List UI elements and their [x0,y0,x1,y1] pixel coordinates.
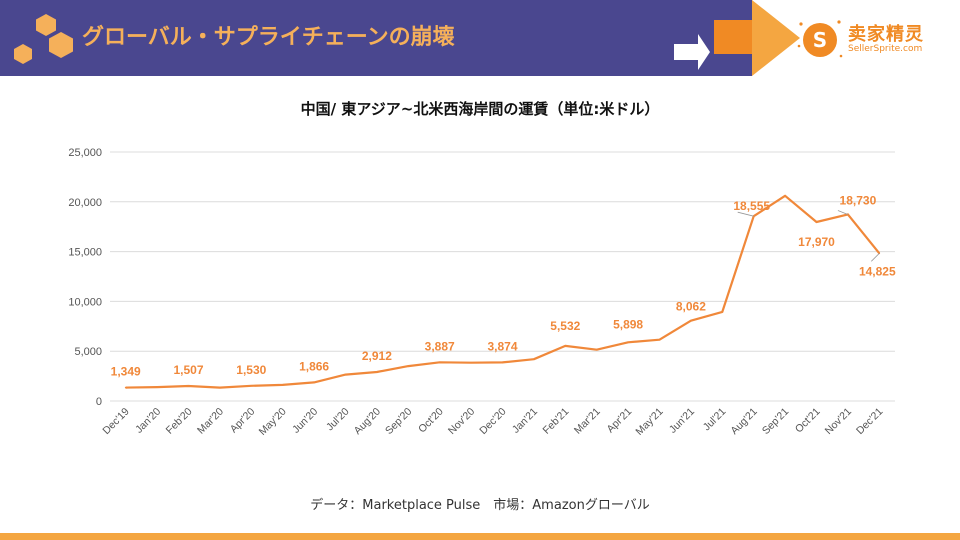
logo-url: SellerSprite.com [848,44,923,54]
data-point [407,365,410,367]
data-point [124,386,127,389]
data-labels: 1,349 1,507 1,530 1,866 2,912 3,887 3,874 5,532… [111,193,896,378]
data-point [690,319,692,322]
data-label: 3,874 [487,339,517,353]
data-point [187,385,190,387]
x-tick-label: Feb'20 [164,406,195,437]
data-point [658,338,661,341]
hexagon-cluster-icon [14,14,73,64]
x-tick-label: Jan'20 [133,406,163,436]
logo-name: 卖家精灵 [848,24,924,45]
x-tick-label: Jun'21 [667,406,697,436]
x-tick-label: Sep'21 [760,406,791,437]
y-tick-label: 5,000 [74,346,102,358]
x-tick-label: Mar'21 [572,406,603,437]
x-tick-label: Jan'21 [510,406,540,436]
source-note: データ：Marketplace Pulse 市場：Amazonグローバル [310,498,650,513]
data-label: 18,555 [733,199,770,213]
leader-line [737,211,754,217]
data-point [344,373,347,376]
data-label: 2,912 [362,349,392,363]
data-label: 3,887 [425,339,455,353]
x-tick-label: Feb'21 [540,406,571,437]
data-point [564,345,567,347]
svg-text:S: S [813,28,827,52]
x-tick-label: Apr'21 [605,406,635,436]
y-tick-labels: 25,000 20,000 15,000 10,000 5,000 0 [68,147,102,408]
sellersprite-logo: S 卖家精灵 SellerSprite.com [796,14,956,66]
x-tick-labels: Dec'19 Jan'20 Feb'20 Mar'20 Apr'20 May'20 Jun'… [100,406,885,438]
x-tick-label: Aug'21 [728,406,759,437]
data-point [470,361,472,364]
data-point [438,361,441,364]
footer-line [0,533,960,540]
x-tick-label: Sep'20 [383,406,414,437]
data-label: 1,530 [236,363,266,377]
data-label: 14,825 [859,264,896,278]
data-label: 1,507 [173,363,203,377]
header-band [0,0,752,76]
data-point [156,386,158,388]
x-tick-label: Apr'20 [228,406,258,436]
x-tick-label: Dec'20 [477,406,508,437]
data-label: 5,898 [613,317,643,331]
data-label: 17,970 [798,235,835,249]
sellersprite-logo-icon: S [797,20,843,58]
data-point [501,361,504,364]
x-tick-label: Nov'20 [446,406,477,437]
series-line [124,194,881,389]
x-tick-label: Mar'20 [195,406,226,437]
x-tick-label: Oct'21 [793,406,823,436]
data-label: 1,866 [299,359,329,373]
data-label: 1,349 [111,365,141,379]
y-tick-label: 10,000 [68,296,102,308]
page-title: グローバル・サプライチェーンの崩壊 [82,25,455,50]
x-tick-label: Nov'21 [823,406,854,437]
data-point [281,384,284,386]
x-tick-label: Aug'20 [352,406,383,437]
y-tick-label: 20,000 [68,197,102,209]
data-label: 18,730 [840,193,877,207]
data-label: 5,532 [550,319,580,333]
x-tick-label: Jul'21 [701,406,729,434]
x-tick-label: May'20 [257,406,289,438]
data-point [721,311,724,313]
data-point [250,384,253,387]
data-point [313,381,315,384]
data-point [784,195,786,197]
data-point [376,371,378,373]
data-point [533,358,535,360]
x-tick-label: Dec'19 [100,406,131,437]
x-tick-label: Jul'20 [324,406,352,434]
data-point [595,348,598,351]
y-tick-label: 0 [96,396,102,408]
leader-line [871,253,880,262]
x-tick-label: Dec'21 [854,406,885,437]
data-label: 8,062 [676,300,706,314]
leader-line [837,210,849,215]
chart-title: 中国/ 東アジア~北米西海岸間の運賃（単位:米ドル） [300,100,660,118]
grid-lines [110,151,895,402]
x-tick-label: May'21 [633,406,665,438]
y-tick-label: 15,000 [68,247,102,259]
x-tick-label: Oct'20 [416,406,446,436]
x-tick-label: Jun'20 [290,406,320,436]
right-arrow-icon [674,0,800,76]
y-tick-label: 25,000 [68,147,102,159]
data-point [219,386,221,389]
data-point [627,341,629,344]
series-line-path [125,194,881,389]
data-point [815,221,818,223]
